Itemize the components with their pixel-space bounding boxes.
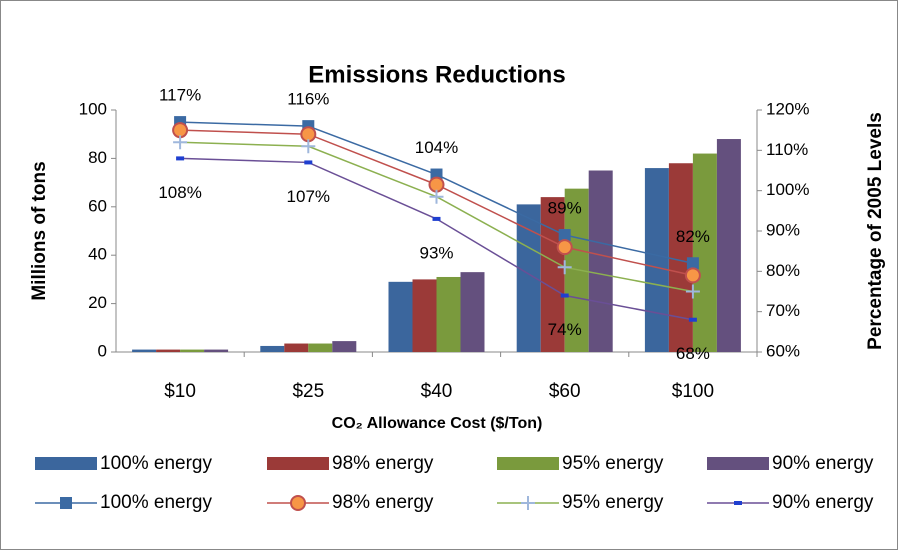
legend-marker: [290, 495, 306, 511]
data-label: 108%: [158, 183, 201, 202]
line-marker: [300, 126, 317, 143]
data-label: 74%: [548, 320, 582, 339]
y2-tick-label: 100%: [766, 180, 809, 199]
y2-tick-label: 90%: [766, 220, 800, 239]
y-tick-label: 100: [79, 99, 107, 118]
line-marker: [304, 160, 313, 165]
bar: [412, 279, 437, 352]
line-marker: [557, 260, 572, 275]
y-tick-label: 20: [88, 293, 107, 312]
legend-label: 98% energy: [332, 453, 434, 474]
bar: [540, 197, 565, 352]
data-label: 68%: [676, 344, 710, 363]
bar: [388, 281, 413, 352]
x-tick-label: $10: [164, 381, 196, 402]
x-tick-label: $100: [672, 381, 714, 402]
legend-label: 98% energy: [332, 492, 434, 513]
legend-label: 95% energy: [562, 453, 664, 474]
line-marker: [173, 135, 188, 150]
y2-tick-label: 110%: [766, 140, 808, 159]
x-tick-label: $40: [421, 381, 453, 402]
line-marker: [558, 229, 571, 242]
bar: [284, 343, 309, 352]
bar: [436, 276, 461, 352]
data-label: 117%: [159, 86, 201, 105]
legend-marker: [521, 496, 535, 510]
y2-tick-label: 80%: [766, 261, 800, 280]
bar: [156, 349, 181, 352]
line-marker: [428, 176, 445, 193]
legend-label: 90% energy: [772, 453, 874, 474]
bar: [588, 170, 613, 352]
bar: [260, 345, 285, 352]
legend-marker: [734, 501, 742, 505]
bar: [332, 341, 357, 352]
line-marker: [172, 122, 189, 139]
y-tick-label: 80: [88, 148, 107, 167]
legend-label: 95% energy: [562, 492, 664, 513]
x-tick-label: $60: [549, 381, 581, 402]
legend-marker: [60, 497, 72, 509]
data-label: 89%: [548, 199, 582, 218]
line-marker: [686, 257, 699, 270]
bar: [132, 349, 157, 352]
line-marker: [432, 216, 441, 221]
bar: [460, 272, 485, 352]
y-tick-label: 40: [88, 245, 107, 264]
y2-tick-label: 120%: [766, 99, 809, 118]
bar: [716, 139, 741, 352]
x-axis-label: CO₂ Allowance Cost ($/Ton): [332, 415, 543, 432]
bar: [308, 343, 333, 352]
chart-title: Emissions Reductions: [308, 61, 565, 88]
legend-swatch: [35, 457, 97, 470]
bar: [644, 168, 669, 352]
data-label: 82%: [676, 227, 710, 246]
line-marker: [685, 284, 700, 299]
line-marker: [301, 139, 316, 154]
y2-tick-label: 70%: [766, 301, 800, 320]
legend-swatch: [707, 457, 769, 470]
y-tick-label: 60: [88, 196, 107, 215]
line-marker: [684, 267, 701, 284]
bar: [180, 349, 205, 352]
legend-label: 90% energy: [772, 492, 874, 513]
x-tick-label: $25: [292, 381, 324, 402]
legend-label: 100% energy: [100, 453, 212, 474]
data-label: 107%: [287, 187, 330, 206]
line-marker: [688, 317, 697, 322]
y2-axis-label: Percentage of 2005 Levels: [865, 112, 886, 350]
legend-swatch: [267, 457, 329, 470]
y2-tick-label: 60%: [766, 341, 800, 360]
bar: [692, 153, 717, 352]
data-label: 93%: [419, 243, 453, 262]
legend-label: 100% energy: [100, 492, 212, 513]
legend-swatch: [497, 457, 559, 470]
data-label: 104%: [415, 138, 458, 157]
y-axis-label: Millions of tons: [29, 161, 50, 300]
line-marker: [429, 189, 444, 204]
line-marker: [176, 156, 185, 161]
line-marker: [560, 293, 569, 298]
bar: [204, 349, 229, 352]
data-label: 116%: [287, 90, 329, 109]
line-marker: [556, 239, 573, 256]
y-tick-label: 0: [98, 341, 107, 360]
